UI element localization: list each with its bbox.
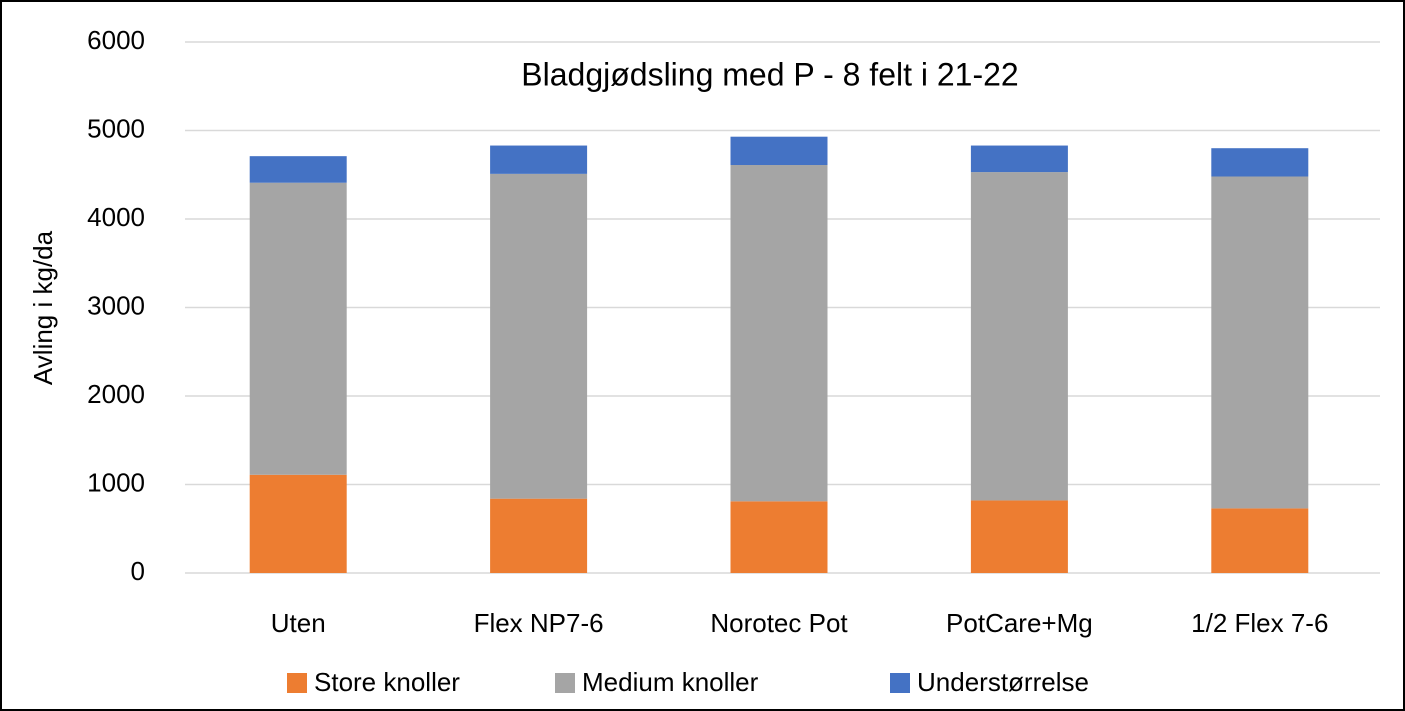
legend-label: Medium knoller — [582, 667, 759, 697]
x-tick-label: PotCare+Mg — [946, 608, 1093, 638]
bar-segment — [1211, 176, 1309, 509]
legend-swatch — [890, 673, 910, 693]
y-tick-label: 5000 — [87, 113, 145, 143]
y-tick-label: 6000 — [87, 25, 145, 55]
bar-segment — [730, 165, 828, 502]
x-tick-label: Norotec Pot — [710, 608, 848, 638]
legend-label: Understørrelse — [917, 667, 1089, 697]
legend-swatch — [555, 673, 575, 693]
legend-swatch — [287, 673, 307, 693]
y-axis-label: Avling i kg/da — [28, 230, 58, 385]
bar-segment — [1211, 508, 1309, 573]
bar-segment — [730, 501, 828, 573]
bar-segment — [249, 474, 347, 573]
y-tick-label: 2000 — [87, 379, 145, 409]
bar-segment — [730, 136, 828, 166]
legend-label: Store knoller — [314, 667, 460, 697]
bar-segment — [970, 145, 1068, 173]
bar-segment — [1211, 148, 1309, 177]
y-tick-label: 3000 — [87, 290, 145, 320]
y-tick-label: 1000 — [87, 467, 145, 497]
y-tick-label: 4000 — [87, 202, 145, 232]
bar-segment — [249, 182, 347, 475]
x-tick-label: Flex NP7-6 — [474, 608, 604, 638]
bar-segment — [249, 156, 347, 183]
y-tick-label: 0 — [131, 556, 145, 586]
bar-segment — [490, 173, 588, 499]
bar-segment — [970, 500, 1068, 573]
bar-segment — [490, 145, 588, 174]
x-tick-label: 1/2 Flex 7-6 — [1191, 608, 1328, 638]
chart-title: Bladgjødsling med P - 8 felt i 21-22 — [521, 56, 1018, 92]
x-tick-label: Uten — [271, 608, 326, 638]
bar-segment — [490, 498, 588, 573]
bar-segment — [970, 172, 1068, 501]
